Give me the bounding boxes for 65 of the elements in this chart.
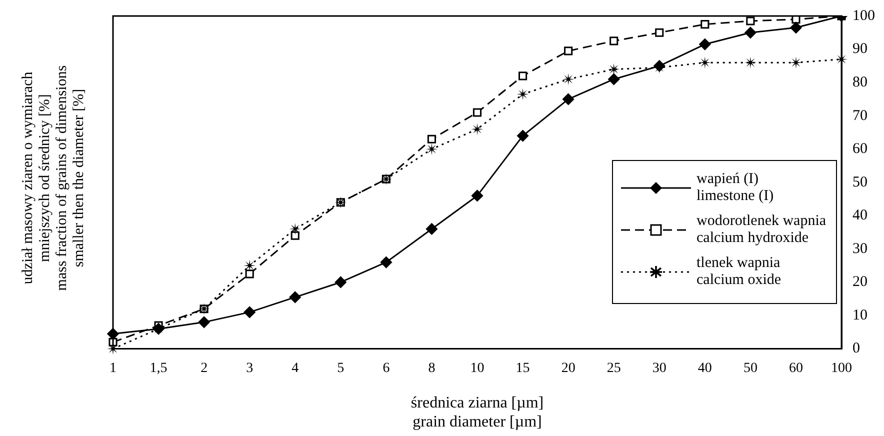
x-tick-label: 100: [831, 360, 852, 376]
point: [790, 56, 802, 69]
point: [427, 134, 436, 144]
x-tick-label: 50: [743, 360, 758, 376]
point: [516, 88, 529, 100]
x-tick-label: 4: [292, 360, 299, 376]
point: [244, 260, 256, 272]
x-tick-label: 40: [698, 360, 712, 376]
point: [198, 316, 210, 328]
x-tick-label: 20: [561, 360, 576, 376]
x-tick-label: 8: [428, 360, 436, 376]
point: [699, 38, 711, 50]
x-tick-label: 60: [788, 360, 803, 376]
x-tick-label: 30: [652, 360, 666, 376]
point: [610, 36, 618, 46]
point: [334, 276, 346, 288]
point: [290, 231, 300, 240]
y-tick-label: 60: [852, 141, 868, 158]
point: [700, 20, 710, 29]
point: [608, 73, 620, 85]
point: [562, 93, 574, 105]
x-tick-label: 2: [200, 360, 208, 376]
point: [245, 270, 254, 278]
point: [746, 16, 755, 26]
point: [517, 130, 529, 142]
point: [472, 190, 483, 202]
point: [564, 46, 573, 56]
x-tick-label: 5: [337, 360, 344, 376]
x-tick-label: 3: [246, 360, 254, 376]
y-tick-label: 80: [852, 74, 868, 90]
point: [380, 256, 392, 268]
legend-label: wodorotlenek wapnia calcium hydroxide: [696, 213, 826, 248]
y-tick-label: 0: [852, 340, 860, 357]
point: [289, 291, 301, 303]
x-tick-label: 15: [516, 360, 530, 376]
y-tick-label: 70: [852, 108, 868, 124]
y-tick-label: 100: [852, 8, 875, 24]
y-tick-label: 20: [852, 274, 868, 290]
point: [471, 123, 484, 136]
point: [744, 56, 756, 69]
legend-label: wapień (I) limestone (I): [696, 171, 774, 206]
y-tick-label: 40: [852, 208, 868, 224]
y-tick-label: 10: [852, 307, 868, 324]
point: [244, 306, 256, 318]
x-tick-label: 1,5: [150, 360, 168, 376]
point: [289, 222, 302, 235]
x-axis-title: średnica ziarna [µm] grain diameter [µm]: [410, 394, 544, 431]
point: [744, 26, 756, 38]
point: [698, 56, 711, 69]
x-tick-label: 25: [606, 360, 621, 376]
point: [655, 28, 664, 37]
legend-label: tlenek wapnia calcium oxide: [696, 255, 782, 290]
point: [426, 223, 438, 235]
y-tick-label: 30: [852, 240, 868, 257]
point: [426, 143, 438, 156]
point: [518, 72, 528, 80]
x-tick-label: 6: [382, 360, 390, 376]
y-tick-label: 50: [852, 174, 868, 190]
point: [790, 22, 802, 34]
x-tick-label: 1: [110, 360, 116, 376]
y-tick-label: 90: [852, 41, 868, 58]
y-axis-title: udział masowy ziaren o wymiarach mniejszych od średnicy [%] mass fraction of grains of dimensions smaller then the diameter [%]: [20, 65, 88, 291]
x-tick-label: 10: [470, 360, 484, 376]
point: [562, 73, 574, 86]
point: [472, 108, 482, 117]
